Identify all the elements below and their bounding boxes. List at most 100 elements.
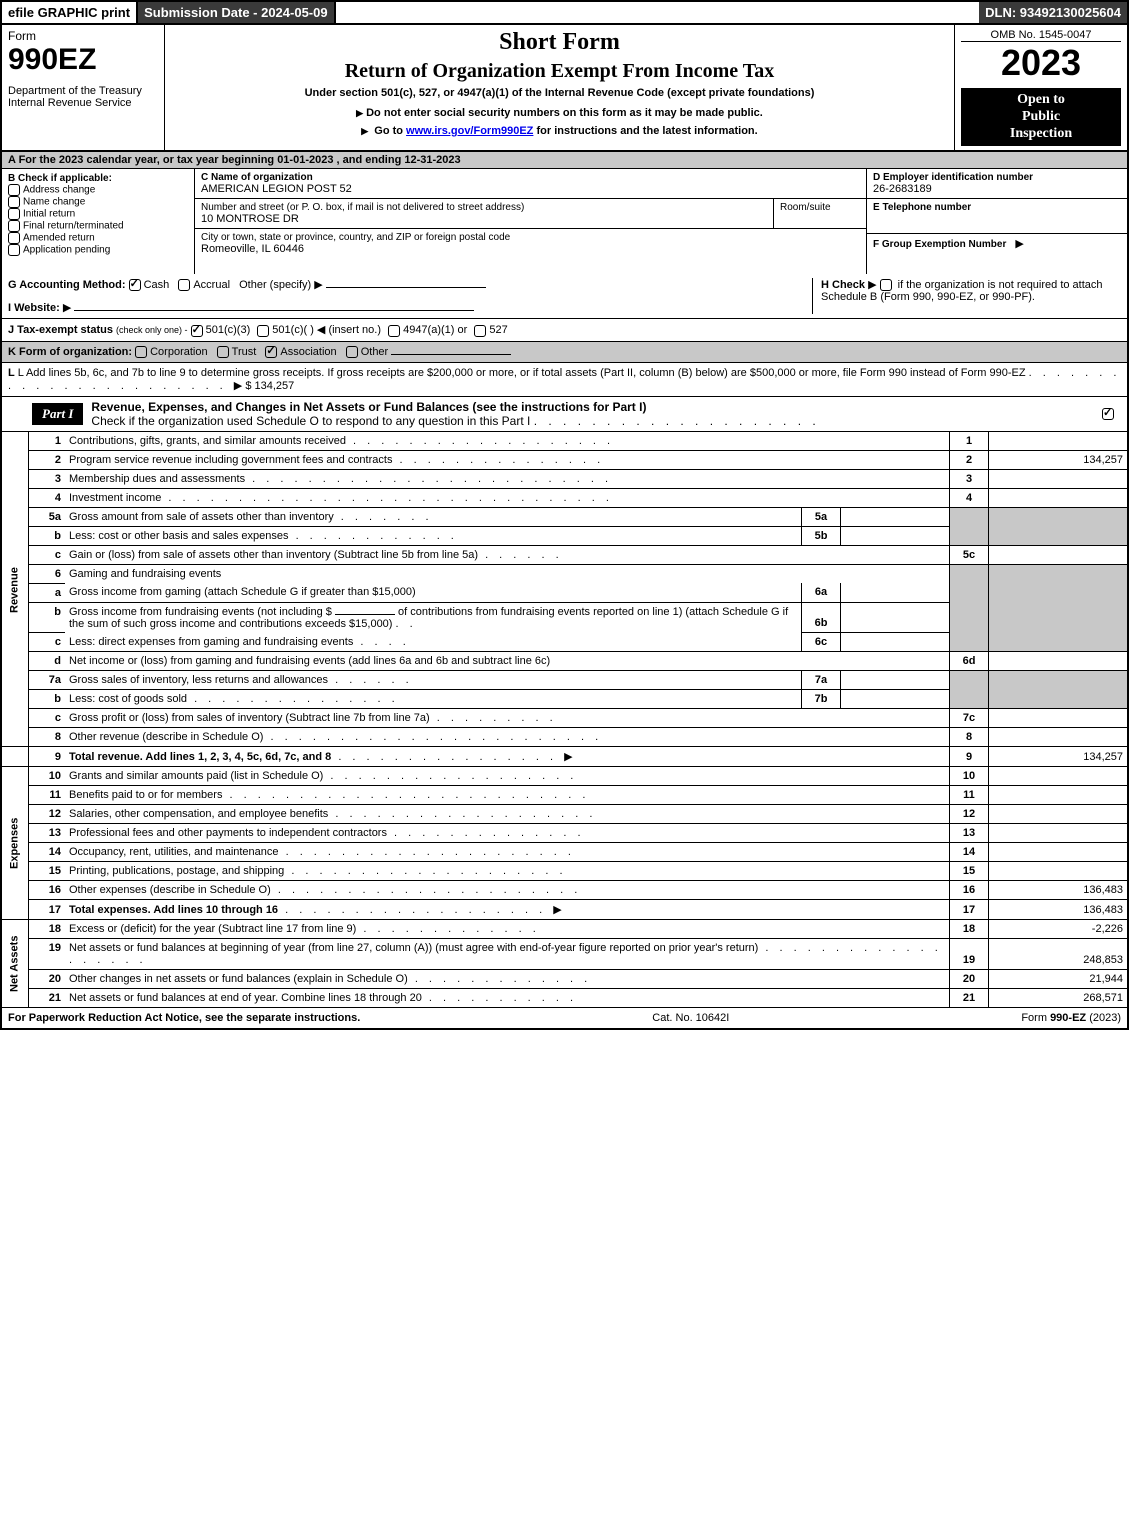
k-o1: Corporation: [150, 346, 207, 358]
k-label: K Form of organization:: [8, 346, 132, 358]
org-name-label: C Name of organization: [201, 172, 860, 183]
cb-label-name: Name change: [23, 197, 85, 208]
revenue-table: Revenue 1 Contributions, gifts, grants, …: [0, 432, 1129, 1009]
line-ref: 10: [950, 767, 989, 786]
table-row: 2 Program service revenue including gove…: [1, 450, 1128, 469]
line-num: 1: [29, 432, 66, 451]
table-row: 7a Gross sales of inventory, less return…: [1, 671, 1128, 690]
line-ref: 5c: [950, 545, 989, 564]
city-label: City or town, state or province, country…: [201, 232, 860, 243]
inspection-line3: Inspection: [965, 126, 1117, 143]
goto-notice: Go to www.irs.gov/Form990EZ for instruct…: [171, 125, 948, 137]
header-mid: Short Form Return of Organization Exempt…: [165, 25, 955, 150]
room-label: Room/suite: [774, 199, 866, 228]
checkbox-address-change[interactable]: [8, 184, 20, 196]
line-num: b: [29, 526, 66, 545]
j-sub: (check only one) -: [116, 325, 188, 335]
checkbox-assoc[interactable]: [265, 346, 277, 358]
inspection-line1: Open to: [965, 92, 1117, 109]
checkbox-other-org[interactable]: [346, 346, 358, 358]
line-desc: Printing, publications, postage, and shi…: [69, 865, 284, 877]
revenue-side-label: Revenue: [1, 432, 29, 747]
line-value: [989, 824, 1129, 843]
line-value: [989, 767, 1129, 786]
checkbox-trust[interactable]: [217, 346, 229, 358]
line-ref: 7c: [950, 709, 989, 728]
sub-line-value: [841, 690, 950, 709]
checkbox-amended[interactable]: [8, 232, 20, 244]
table-row: 20 Other changes in net assets or fund b…: [1, 970, 1128, 989]
line-ref: 13: [950, 824, 989, 843]
line-value: [989, 862, 1129, 881]
checkbox-schedule-o[interactable]: [1102, 408, 1114, 420]
checkbox-accrual[interactable]: [178, 279, 190, 291]
city-value: Romeoville, IL 60446: [201, 243, 860, 255]
line-desc: Program service revenue including govern…: [69, 454, 392, 466]
line-num: 3: [29, 469, 66, 488]
part1-check-text: Check if the organization used Schedule …: [91, 414, 530, 428]
line-num: 6: [29, 564, 66, 583]
ssn-notice: Do not enter social security numbers on …: [171, 107, 948, 119]
line-desc: Less: cost of goods sold: [69, 693, 187, 705]
line-value: -2,226: [989, 920, 1129, 939]
line-num: b: [29, 602, 66, 633]
header-left: Form 990EZ Department of the Treasury In…: [2, 25, 165, 150]
table-row: 6 Gaming and fundraising events: [1, 564, 1128, 583]
line-value: 248,853: [989, 939, 1129, 970]
line-ref: 12: [950, 805, 989, 824]
checkbox-name-change[interactable]: [8, 196, 20, 208]
line-desc: Gain or (loss) from sale of assets other…: [69, 549, 478, 561]
line-desc: Professional fees and other payments to …: [69, 827, 387, 839]
group-exemption-label: F Group Exemption Number: [873, 239, 1006, 250]
under-section: Under section 501(c), 527, or 4947(a)(1)…: [171, 87, 948, 99]
line-ref: 15: [950, 862, 989, 881]
shade-cell: [950, 564, 989, 652]
checkbox-corp[interactable]: [135, 346, 147, 358]
shade-cell: [950, 507, 989, 545]
checkbox-501c[interactable]: [257, 325, 269, 337]
footer-right: Form 990-EZ (2023): [1021, 1012, 1121, 1024]
table-row: 5a Gross amount from sale of assets othe…: [1, 507, 1128, 526]
line-num: 8: [29, 728, 66, 747]
part1-badge: Part I: [32, 403, 83, 425]
line-num: a: [29, 583, 66, 602]
efile-label[interactable]: efile GRAPHIC print: [2, 2, 138, 23]
section-b: B Check if applicable: Address change Na…: [2, 169, 195, 274]
checkbox-527[interactable]: [474, 325, 486, 337]
line-num: 19: [29, 939, 66, 970]
line-desc: Total revenue. Add lines 1, 2, 3, 4, 5c,…: [69, 751, 331, 763]
checkbox-final-return[interactable]: [8, 220, 20, 232]
checkbox-cash[interactable]: [129, 279, 141, 291]
org-name: AMERICAN LEGION POST 52: [201, 183, 860, 195]
checkbox-initial-return[interactable]: [8, 208, 20, 220]
street-value: 10 MONTROSE DR: [201, 213, 767, 225]
checkbox-pending[interactable]: [8, 244, 20, 256]
expenses-side-label: Expenses: [1, 767, 29, 920]
form-number: 990EZ: [8, 43, 158, 77]
checkbox-501c3[interactable]: [191, 325, 203, 337]
checkbox-h[interactable]: [880, 279, 892, 291]
irs-link[interactable]: www.irs.gov/Form990EZ: [406, 125, 533, 137]
line-value: [989, 545, 1129, 564]
line-desc: Less: direct expenses from gaming and fu…: [69, 636, 353, 648]
g-label: G Accounting Method:: [8, 279, 126, 291]
j-line: J Tax-exempt status (check only one) - 5…: [0, 319, 1129, 341]
line-num: 21: [29, 989, 66, 1008]
line-desc: Contributions, gifts, grants, and simila…: [69, 435, 346, 447]
line-value: 134,257: [989, 747, 1129, 767]
line-ref: 17: [950, 900, 989, 920]
page-footer: For Paperwork Reduction Act Notice, see …: [0, 1008, 1129, 1030]
other-label: Other (specify): [239, 279, 311, 291]
cb-label-amended: Amended return: [23, 233, 95, 244]
table-row: c Gain or (loss) from sale of assets oth…: [1, 545, 1128, 564]
line-num: 15: [29, 862, 66, 881]
line-value: [989, 843, 1129, 862]
table-row: d Net income or (loss) from gaming and f…: [1, 652, 1128, 671]
line-value: 21,944: [989, 970, 1129, 989]
line-ref: 9: [950, 747, 989, 767]
footer-right-post: (2023): [1086, 1012, 1121, 1024]
table-row: 15 Printing, publications, postage, and …: [1, 862, 1128, 881]
line-num: c: [29, 633, 66, 652]
table-row: 8 Other revenue (describe in Schedule O)…: [1, 728, 1128, 747]
checkbox-4947[interactable]: [388, 325, 400, 337]
